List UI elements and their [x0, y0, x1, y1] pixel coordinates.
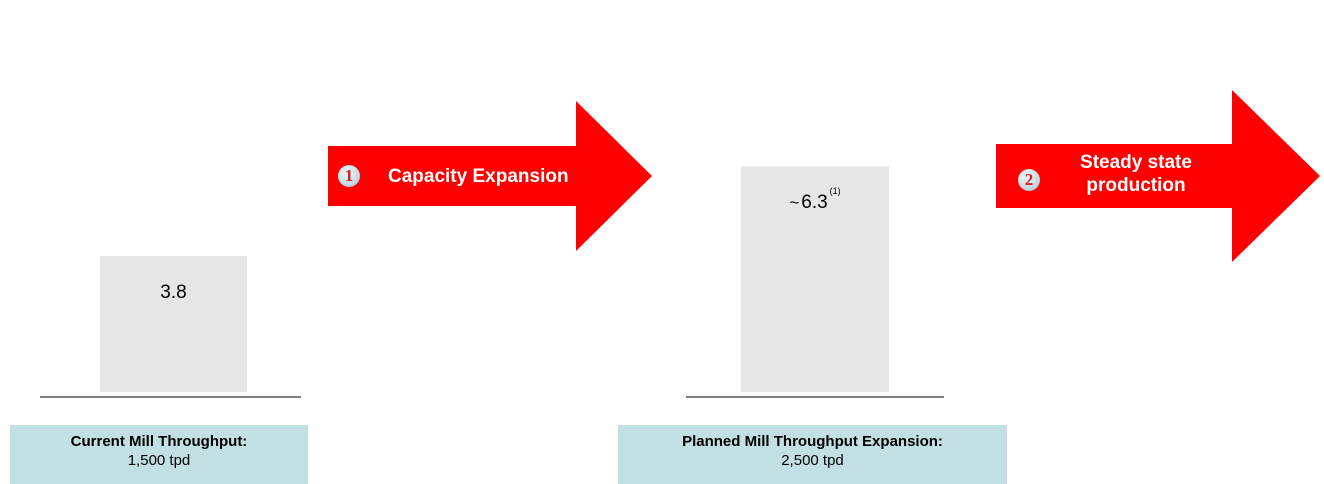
bar-planned: [741, 166, 889, 392]
arrow-shape-icon: [328, 101, 652, 251]
current-throughput-box: Current Mill Throughput: 1,500 tpd: [10, 425, 308, 484]
box-title: Current Mill Throughput:: [70, 433, 248, 450]
step-label: Capacity Expansion: [388, 166, 569, 187]
bar-value-label-current: 3.8: [160, 282, 186, 304]
approx-symbol: ~: [789, 193, 800, 213]
box-title: Planned Mill Throughput Expansion:: [682, 433, 943, 450]
steady-state-arrow: 2 Steady state production: [996, 90, 1320, 262]
step-label-line: Steady state: [1080, 152, 1192, 173]
step-number-badge: 1: [338, 165, 360, 187]
footnote-marker: (1): [829, 186, 841, 197]
step-label-line: production: [1086, 175, 1186, 196]
bar-current: [100, 255, 247, 392]
bar-value-text: 3.8: [160, 281, 187, 303]
bar-value-label-planned: ~6.3(1): [789, 186, 840, 214]
planned-throughput-box: Planned Mill Throughput Expansion: 2,500…: [618, 425, 1007, 484]
arrow-shape-icon: [996, 90, 1320, 262]
capacity-expansion-arrow: 1 Capacity Expansion: [328, 101, 652, 251]
bar-value-text: 6.3: [801, 192, 828, 214]
box-value: 2,500 tpd: [781, 452, 844, 469]
box-value: 1,500 tpd: [127, 452, 191, 469]
step-label: Steady state production: [1066, 151, 1206, 197]
step-number-badge: 2: [1018, 169, 1040, 191]
